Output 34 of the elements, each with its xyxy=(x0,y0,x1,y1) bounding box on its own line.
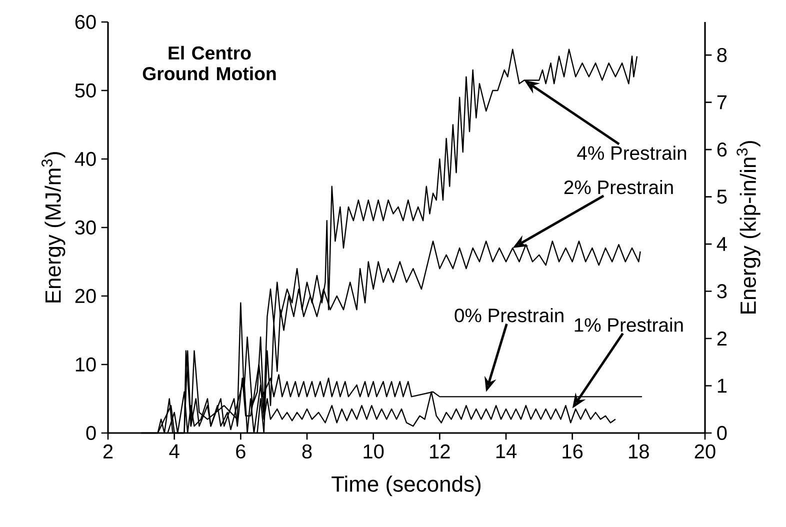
annotation: 2% Prestrain xyxy=(564,180,673,194)
y2-tick-label: 2 xyxy=(717,332,727,346)
y-tick-label: 10 xyxy=(76,357,96,372)
y-tick-label: 30 xyxy=(75,220,96,235)
y2-tick-label: 4 xyxy=(716,237,727,251)
y2-tick-label: 3 xyxy=(717,284,727,298)
x-tick-label: 16 xyxy=(562,444,583,459)
x-tick-label: 2 xyxy=(103,444,113,458)
y2-tick-label: 0 xyxy=(717,426,727,440)
x-tick-label: 6 xyxy=(236,444,246,459)
y2-tick-label: 7 xyxy=(717,95,727,110)
y2-tick-label: 1 xyxy=(718,378,727,393)
x-tick-label: 20 xyxy=(694,444,716,459)
y-tick-label: 50 xyxy=(75,83,96,98)
annotation: 0% Prestrain xyxy=(454,308,564,322)
y-tick-label: 20 xyxy=(75,288,96,304)
x-tick-label: 4 xyxy=(169,444,180,458)
y2-tick-label: 8 xyxy=(717,48,727,62)
annotation: 1% Prestrain xyxy=(574,318,683,332)
annotation: 4% Prestrain xyxy=(577,146,686,160)
y-tick-label: 40 xyxy=(74,152,96,166)
y2-tick-label: 5 xyxy=(717,190,727,204)
annotation: El Centro Ground Motion xyxy=(142,46,276,80)
x-tick-label: 10 xyxy=(364,444,384,459)
y2-tick-label: 6 xyxy=(717,142,727,157)
y2-axis-title: Energy (kip-in/in$^{3}$) xyxy=(736,141,760,314)
y-axis-title: Energy (MJ/m$^{3}$) xyxy=(42,152,66,302)
y-tick-label: 0 xyxy=(86,426,96,440)
x-tick-label: 12 xyxy=(430,444,450,458)
x-tick-label: 8 xyxy=(302,444,312,459)
x-tick-label: 18 xyxy=(629,444,649,459)
x-tick-label: 14 xyxy=(496,444,517,458)
y-tick-label: 60 xyxy=(75,14,96,30)
x-axis-title: Time (seconds) xyxy=(332,476,480,496)
